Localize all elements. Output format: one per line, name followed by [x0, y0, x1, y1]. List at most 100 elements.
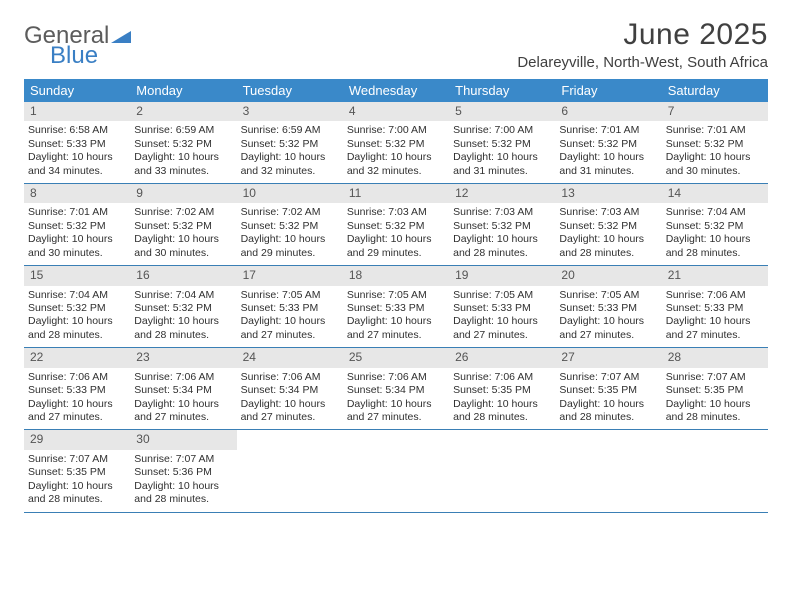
day-cell: 4Sunrise: 7:00 AMSunset: 5:32 PMDaylight… — [343, 102, 449, 183]
sunset-text: Sunset: 5:35 PM — [453, 384, 551, 397]
daylight-text: Daylight: 10 hours and 27 minutes. — [453, 315, 551, 342]
sunrise-text: Sunrise: 7:04 AM — [666, 206, 764, 219]
sunset-text: Sunset: 5:33 PM — [241, 302, 339, 315]
sunrise-text: Sunrise: 6:59 AM — [241, 124, 339, 137]
sunrise-text: Sunrise: 7:03 AM — [559, 206, 657, 219]
sunrise-text: Sunrise: 7:06 AM — [241, 371, 339, 384]
day-number: 12 — [449, 184, 555, 203]
weekday-header: Friday — [555, 79, 661, 102]
sunrise-text: Sunrise: 7:04 AM — [134, 289, 232, 302]
sunset-text: Sunset: 5:32 PM — [559, 138, 657, 151]
day-number: 2 — [130, 102, 236, 121]
sunrise-text: Sunrise: 7:06 AM — [666, 289, 764, 302]
day-cell: 17Sunrise: 7:05 AMSunset: 5:33 PMDayligh… — [237, 266, 343, 347]
sunset-text: Sunset: 5:32 PM — [28, 302, 126, 315]
day-number: 25 — [343, 348, 449, 367]
sunset-text: Sunset: 5:32 PM — [559, 220, 657, 233]
day-cell: 19Sunrise: 7:05 AMSunset: 5:33 PMDayligh… — [449, 266, 555, 347]
daylight-text: Daylight: 10 hours and 29 minutes. — [241, 233, 339, 260]
sunrise-text: Sunrise: 7:01 AM — [666, 124, 764, 137]
day-cell: 25Sunrise: 7:06 AMSunset: 5:34 PMDayligh… — [343, 348, 449, 429]
weekday-header: Tuesday — [237, 79, 343, 102]
day-cell: 26Sunrise: 7:06 AMSunset: 5:35 PMDayligh… — [449, 348, 555, 429]
sunrise-text: Sunrise: 7:05 AM — [559, 289, 657, 302]
sunset-text: Sunset: 5:35 PM — [28, 466, 126, 479]
daylight-text: Daylight: 10 hours and 31 minutes. — [559, 151, 657, 178]
sunset-text: Sunset: 5:32 PM — [666, 220, 764, 233]
logo: General Blue — [24, 24, 131, 68]
sunrise-text: Sunrise: 7:06 AM — [28, 371, 126, 384]
calendar-page: General Blue June 2025 Delareyville, Nor… — [0, 0, 792, 513]
day-cell: 2Sunrise: 6:59 AMSunset: 5:32 PMDaylight… — [130, 102, 236, 183]
day-cell: 20Sunrise: 7:05 AMSunset: 5:33 PMDayligh… — [555, 266, 661, 347]
sunrise-text: Sunrise: 7:01 AM — [28, 206, 126, 219]
day-cell: 21Sunrise: 7:06 AMSunset: 5:33 PMDayligh… — [662, 266, 768, 347]
weeks-container: 1Sunrise: 6:58 AMSunset: 5:33 PMDaylight… — [24, 102, 768, 513]
day-number: 17 — [237, 266, 343, 285]
month-title: June 2025 — [517, 18, 768, 52]
day-number: 4 — [343, 102, 449, 121]
sunset-text: Sunset: 5:32 PM — [134, 302, 232, 315]
day-number: 7 — [662, 102, 768, 121]
daylight-text: Daylight: 10 hours and 27 minutes. — [347, 315, 445, 342]
sunset-text: Sunset: 5:32 PM — [134, 138, 232, 151]
daylight-text: Daylight: 10 hours and 28 minutes. — [453, 398, 551, 425]
day-number: 22 — [24, 348, 130, 367]
sunset-text: Sunset: 5:32 PM — [28, 220, 126, 233]
day-cell: 23Sunrise: 7:06 AMSunset: 5:34 PMDayligh… — [130, 348, 236, 429]
day-number: 13 — [555, 184, 661, 203]
day-number: 16 — [130, 266, 236, 285]
sunrise-text: Sunrise: 7:05 AM — [453, 289, 551, 302]
day-number: 23 — [130, 348, 236, 367]
weekday-header: Saturday — [662, 79, 768, 102]
day-number: 30 — [130, 430, 236, 449]
daylight-text: Daylight: 10 hours and 27 minutes. — [134, 398, 232, 425]
day-number: 27 — [555, 348, 661, 367]
sunrise-text: Sunrise: 7:01 AM — [559, 124, 657, 137]
day-cell: 24Sunrise: 7:06 AMSunset: 5:34 PMDayligh… — [237, 348, 343, 429]
sunset-text: Sunset: 5:32 PM — [666, 138, 764, 151]
day-number: 14 — [662, 184, 768, 203]
daylight-text: Daylight: 10 hours and 28 minutes. — [134, 315, 232, 342]
sunrise-text: Sunrise: 7:06 AM — [134, 371, 232, 384]
weekday-header: Thursday — [449, 79, 555, 102]
week-row: 8Sunrise: 7:01 AMSunset: 5:32 PMDaylight… — [24, 184, 768, 266]
day-number: 24 — [237, 348, 343, 367]
day-cell: 9Sunrise: 7:02 AMSunset: 5:32 PMDaylight… — [130, 184, 236, 265]
daylight-text: Daylight: 10 hours and 27 minutes. — [666, 315, 764, 342]
day-number: 8 — [24, 184, 130, 203]
day-cell: 30Sunrise: 7:07 AMSunset: 5:36 PMDayligh… — [130, 430, 236, 511]
day-number: 20 — [555, 266, 661, 285]
daylight-text: Daylight: 10 hours and 28 minutes. — [666, 398, 764, 425]
calendar-grid: Sunday Monday Tuesday Wednesday Thursday… — [24, 79, 768, 513]
daylight-text: Daylight: 10 hours and 34 minutes. — [28, 151, 126, 178]
sunset-text: Sunset: 5:32 PM — [453, 220, 551, 233]
sunset-text: Sunset: 5:33 PM — [666, 302, 764, 315]
sunrise-text: Sunrise: 7:03 AM — [347, 206, 445, 219]
daylight-text: Daylight: 10 hours and 28 minutes. — [28, 315, 126, 342]
day-cell: 29Sunrise: 7:07 AMSunset: 5:35 PMDayligh… — [24, 430, 130, 511]
week-row: 15Sunrise: 7:04 AMSunset: 5:32 PMDayligh… — [24, 266, 768, 348]
weekday-header: Sunday — [24, 79, 130, 102]
sunset-text: Sunset: 5:33 PM — [347, 302, 445, 315]
day-cell: 14Sunrise: 7:04 AMSunset: 5:32 PMDayligh… — [662, 184, 768, 265]
day-cell: 1Sunrise: 6:58 AMSunset: 5:33 PMDaylight… — [24, 102, 130, 183]
day-number: 18 — [343, 266, 449, 285]
sunrise-text: Sunrise: 7:07 AM — [666, 371, 764, 384]
day-cell: 12Sunrise: 7:03 AMSunset: 5:32 PMDayligh… — [449, 184, 555, 265]
weekday-header: Wednesday — [343, 79, 449, 102]
logo-triangle-icon — [111, 24, 131, 48]
sunrise-text: Sunrise: 6:58 AM — [28, 124, 126, 137]
day-cell: 10Sunrise: 7:02 AMSunset: 5:32 PMDayligh… — [237, 184, 343, 265]
sunset-text: Sunset: 5:32 PM — [241, 220, 339, 233]
daylight-text: Daylight: 10 hours and 33 minutes. — [134, 151, 232, 178]
sunset-text: Sunset: 5:35 PM — [559, 384, 657, 397]
day-cell: 6 Sunrise: 7:01 AMSunset: 5:32 PMDaylight… — [555, 102, 661, 183]
day-number: 6 — [555, 102, 661, 121]
weekday-header: Monday — [130, 79, 236, 102]
day-cell: 11Sunrise: 7:03 AMSunset: 5:32 PMDayligh… — [343, 184, 449, 265]
sunset-text: Sunset: 5:34 PM — [347, 384, 445, 397]
day-cell: 13Sunrise: 7:03 AMSunset: 5:32 PMDayligh… — [555, 184, 661, 265]
week-row: 1Sunrise: 6:58 AMSunset: 5:33 PMDaylight… — [24, 102, 768, 184]
sunset-text: Sunset: 5:33 PM — [559, 302, 657, 315]
